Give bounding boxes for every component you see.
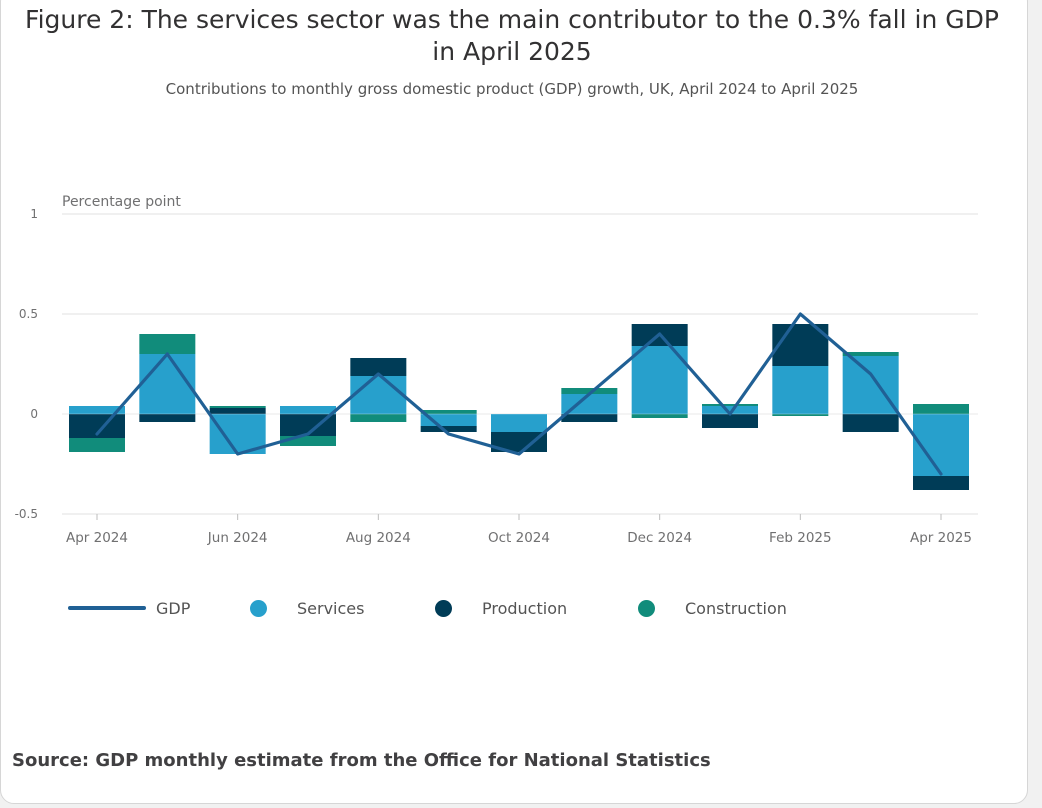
legend-label-production: Production xyxy=(482,598,568,618)
bar-construction xyxy=(209,406,266,408)
bar-production xyxy=(842,414,899,432)
bar-services xyxy=(561,394,618,414)
bar-production xyxy=(420,426,477,432)
bar-production xyxy=(702,414,758,428)
bar-services xyxy=(139,354,196,414)
bar-services xyxy=(702,406,758,414)
legend-label-services: Services xyxy=(297,598,365,618)
bar-construction xyxy=(69,438,125,452)
x-tick-label: Oct 2024 xyxy=(488,530,550,546)
bar-construction xyxy=(772,414,829,416)
legend-swatch-gdp xyxy=(68,606,146,610)
legend-swatch-services xyxy=(250,599,267,617)
legend-item-services: Services xyxy=(250,592,364,624)
bar-services xyxy=(69,406,125,414)
y-tick-label: 0 xyxy=(30,407,38,421)
bar-construction xyxy=(561,388,618,394)
bar-production xyxy=(561,414,618,422)
bar-services xyxy=(842,356,899,414)
bar-production xyxy=(350,358,407,376)
bar-production xyxy=(913,476,969,490)
bar-construction xyxy=(350,414,407,422)
bar-services xyxy=(772,366,829,414)
bar-construction xyxy=(842,352,899,356)
x-tick-label: Feb 2025 xyxy=(769,530,832,546)
chart-subtitle: Contributions to monthly gross domestic … xyxy=(165,80,859,98)
bar-production xyxy=(139,414,196,422)
bar-services xyxy=(350,376,407,414)
bar-production xyxy=(209,408,266,414)
y-tick-label: -0.5 xyxy=(15,507,38,521)
bar-production xyxy=(280,414,336,436)
x-tick-label: Aug 2024 xyxy=(346,530,411,546)
bar-construction xyxy=(420,410,477,414)
legend-item-construction: Construction xyxy=(638,592,787,624)
bar-services xyxy=(280,406,336,414)
legend-item-production: Production xyxy=(435,592,567,624)
chart: 1 0.5 0 -0.5 Percentage point Apr 2024 Jun 202… xyxy=(15,194,978,546)
bar-production xyxy=(491,432,547,452)
x-tick-label: Jun 2024 xyxy=(207,530,268,546)
y-tick-label: 0.5 xyxy=(19,307,38,321)
legend: GDP Services Production Construction xyxy=(0,592,1000,624)
bar-construction xyxy=(280,436,336,446)
bar-services xyxy=(491,414,547,432)
legend-item-gdp: GDP xyxy=(68,592,190,624)
y-tick-label: 1 xyxy=(30,207,38,221)
gdp-line xyxy=(95,312,943,476)
bar-construction xyxy=(702,404,758,406)
x-tick-label: Apr 2025 xyxy=(910,530,972,546)
x-tick-label: Dec 2024 xyxy=(627,530,692,546)
x-tick-label: Apr 2024 xyxy=(66,530,128,546)
legend-swatch-production xyxy=(435,599,452,617)
chart-title: Figure 2: The services sector was the ma… xyxy=(25,5,999,66)
bar-construction xyxy=(913,404,969,414)
bar-construction xyxy=(631,414,688,418)
y-axis-label: Percentage point xyxy=(62,194,181,210)
legend-swatch-construction xyxy=(638,599,655,617)
legend-label-construction: Construction xyxy=(685,598,787,618)
source-note: Source: GDP monthly estimate from the Of… xyxy=(12,750,711,771)
legend-label-gdp: GDP xyxy=(156,598,191,618)
bar-construction xyxy=(139,334,196,354)
